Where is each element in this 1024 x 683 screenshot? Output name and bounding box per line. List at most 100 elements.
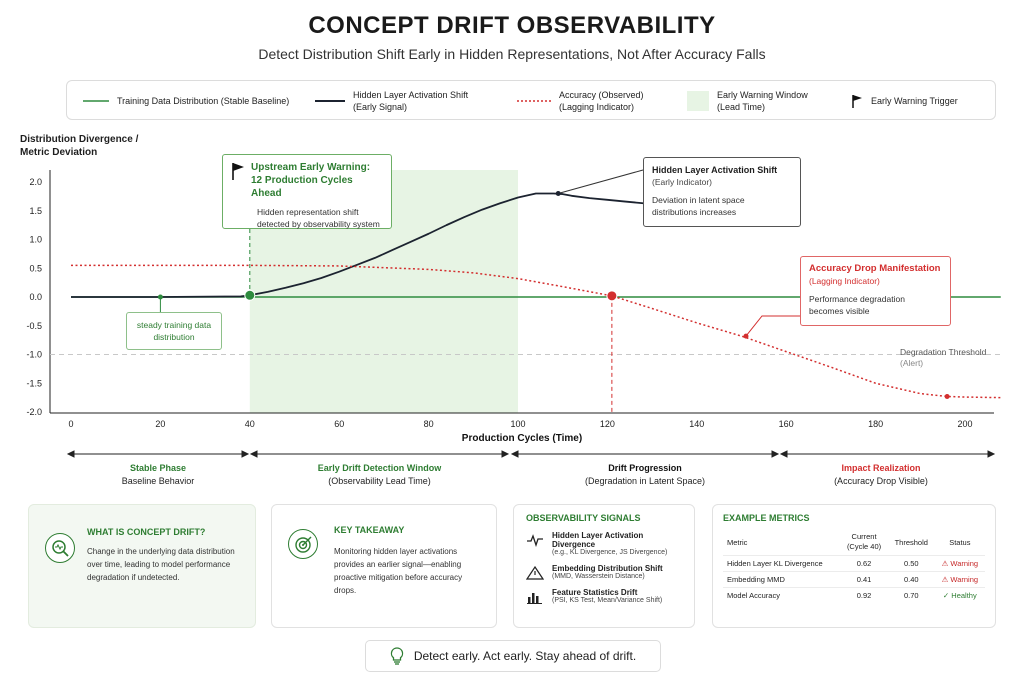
hidden-callout-sub: (Early Indicator) [652, 177, 712, 187]
phase-progression-sub: (Degradation in Latent Space) [584, 476, 706, 486]
accuracy-callout-title: Accuracy Drop Manifestation [809, 263, 941, 274]
metrics-table: Metric Current (Cycle 40) Threshold Statu… [723, 529, 985, 603]
page-subtitle: Detect Distribution Shift Early in Hidde… [258, 46, 766, 62]
steady-distribution-callout: steady training data distribution [126, 312, 222, 350]
phase-timeline [66, 450, 996, 458]
y-tick-label: -1.5 [26, 378, 42, 388]
x-tick-label: 20 [155, 419, 165, 429]
upstream-warning-callout: Upstream Early Warning: 12 Production Cy… [222, 154, 392, 229]
metric-threshold: 0.40 [887, 571, 935, 588]
metric-current: 0.41 [840, 571, 888, 588]
signal-detail: (PSI, KS Test, Mean/Variance Shift) [552, 597, 663, 604]
x-tick-label: 120 [600, 419, 615, 429]
legend-window: Early Warning Window (Lead Time) [687, 81, 808, 121]
signals-title: OBSERVABILITY SIGNALS [526, 513, 641, 523]
legend-training: Training Data Distribution (Stable Basel… [83, 81, 289, 121]
accuracy-callout-body-1: Performance degradation [809, 294, 905, 304]
concept-drift-card: WHAT IS CONCEPT DRIFT? Change in the und… [28, 504, 256, 628]
metric-col-header: Metric [723, 529, 841, 556]
phase-progression: Drift Progression (Degradation in Latent… [512, 462, 778, 488]
key-takeaway-title: KEY TAKEAWAY [334, 525, 405, 535]
steady-line-1: steady training data [136, 320, 212, 330]
metric-threshold: 0.50 [887, 555, 935, 572]
concept-drift-title: WHAT IS CONCEPT DRIFT? [87, 527, 206, 537]
concept-drift-body: Change in the underlying data distributi… [87, 547, 235, 582]
early-warning-trigger-marker [244, 289, 256, 301]
observability-signals-card: OBSERVABILITY SIGNALS Hidden Layer Activ… [513, 504, 695, 628]
legend-window-label: Early Warning Window [717, 90, 808, 100]
red-dotted-swatch-icon [517, 100, 551, 102]
threshold-label-main: Degradation Threshold [900, 347, 987, 357]
signal-item: Embedding Distribution Shift (MMD, Wasser… [526, 564, 682, 580]
phase-impact: Impact Realization (Accuracy Drop Visibl… [781, 462, 981, 488]
key-takeaway-card: KEY TAKEAWAY Monitoring hidden layer act… [271, 504, 497, 628]
flag-icon [852, 95, 862, 108]
hidden-callout-title: Hidden Layer Activation Shift [652, 165, 778, 175]
upstream-body-1: Hidden representation shift [257, 207, 359, 217]
upstream-title-1: Upstream Early Warning: [251, 162, 371, 173]
dark-line-swatch-icon [315, 100, 345, 102]
signal-detail: (MMD, Wasserstein Distance) [552, 573, 645, 580]
signal-item: Hidden Layer Activation Divergence (e.g.,… [526, 531, 682, 556]
target-icon [288, 529, 318, 559]
phase-stable-title: Stable Phase [129, 463, 187, 473]
legend-hidden-sub: (Early Signal) [353, 102, 408, 112]
y-tick-label: -2.0 [26, 407, 42, 417]
check-circle-icon: ✓ [942, 591, 950, 600]
metrics-title: EXAMPLE METRICS [723, 513, 810, 523]
y-tick-label: -0.5 [26, 321, 42, 331]
signal-detail: (e.g., KL Divergence, JS Divergence) [552, 549, 668, 556]
signal-name: Embedding Distribution Shift [552, 564, 663, 573]
bar-chart-icon [527, 593, 542, 604]
threshold-label-sub: (Alert) [900, 358, 924, 368]
phase-impact-title: Impact Realization [841, 463, 921, 473]
accuracy-callout-connector [745, 315, 800, 337]
x-tick-label: 0 [68, 419, 73, 429]
hidden-activation-shift-line [71, 192, 644, 298]
x-tick-label: 160 [779, 419, 794, 429]
phase-stable-sub: Baseline Behavior [121, 476, 195, 486]
upstream-title-2: 12 Production Cycles Ahead [251, 175, 353, 199]
phase-progression-title: Drift Progression [608, 463, 682, 473]
accuracy-callout-sub: (Lagging Indicator) [809, 276, 880, 286]
page-title: CONCEPT DRIFT OBSERVABILITY [308, 12, 716, 39]
y-tick-label: 0.5 [29, 263, 42, 273]
hidden-callout-body-2: distributions increases [652, 207, 737, 217]
threshold-col-header: Threshold [887, 529, 935, 556]
y-tick-label: 0.0 [29, 292, 42, 302]
drift-line-chart: 2.0 1.5 1.0 0.5 0.0 -0.5 -1.0 -1.5 -2.0 0 20 40 60 8… [26, 169, 1001, 444]
phase-impact-sub: (Accuracy Drop Visible) [834, 476, 928, 486]
metric-current: 0.92 [856, 591, 872, 600]
phase-early-title: Early Drift Detection Window [317, 463, 442, 473]
metrics-header-row: Metric Current (Cycle 40) Threshold Statu… [723, 529, 985, 556]
legend-trigger-label: Early Warning Trigger [871, 96, 958, 106]
signal-name: Hidden Layer Activation Divergence [552, 531, 644, 549]
y-tick-label: 2.0 [29, 177, 42, 187]
green-line-swatch-icon [83, 100, 109, 102]
y-tick-label: 1.0 [29, 235, 42, 245]
y-tick-label: -1.0 [26, 350, 42, 360]
legend-accuracy-sub: (Lagging Indicator) [559, 102, 635, 112]
threshold-label: Degradation Threshold (Alert) [900, 347, 986, 369]
metric-status: Warning [950, 575, 979, 584]
hidden-callout-connector [558, 169, 644, 194]
x-tick-label: 140 [689, 419, 704, 429]
y-axis-label-text: Distribution Divergence / Metric Deviati… [20, 134, 139, 158]
phase-early: Early Drift Detection Window (Observabil… [251, 462, 508, 488]
metric-name: Model Accuracy [727, 591, 780, 600]
accuracy-observed-line [71, 264, 1001, 399]
key-takeaway-body: Monitoring hidden layer activations prov… [334, 547, 463, 595]
legend-trigger: Early Warning Trigger [851, 81, 958, 121]
table-row: Hidden Layer KL Divergence 0.62 0.50 ⚠ W… [723, 555, 985, 572]
window-swatch-icon [687, 91, 709, 111]
warning-triangle-icon [526, 566, 544, 580]
legend-accuracy-label: Accuracy (Observed) [559, 90, 644, 100]
hidden-callout-body-1: Deviation in latent space [652, 195, 745, 205]
x-tick-label: 40 [245, 419, 255, 429]
signal-name: Feature Statistics Drift [552, 588, 638, 597]
accuracy-marker [944, 393, 950, 399]
pulse-icon [527, 534, 543, 547]
x-axis-label: Production Cycles (Time) [462, 433, 582, 444]
hidden-shift-callout: Hidden Layer Activation Shift (Early Ind… [643, 157, 801, 227]
example-metrics-card: EXAMPLE METRICS Metric Current (Cycle 40)… [712, 504, 996, 628]
